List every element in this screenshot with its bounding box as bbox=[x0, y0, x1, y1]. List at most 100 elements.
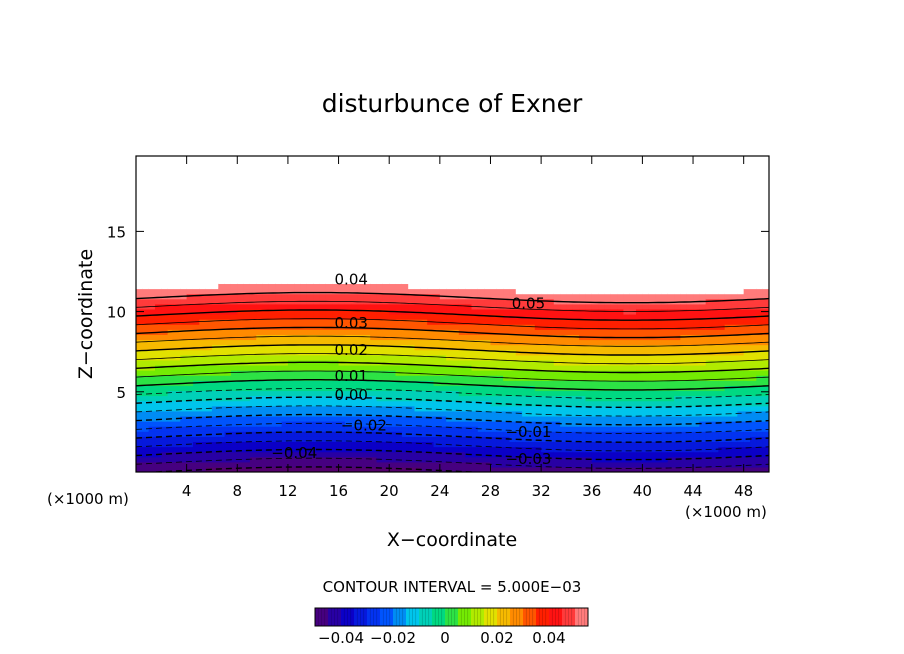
field-cell bbox=[642, 344, 650, 351]
field-cell bbox=[313, 308, 321, 315]
field-cell bbox=[148, 227, 156, 234]
field-cell bbox=[617, 461, 625, 468]
field-cell bbox=[566, 222, 574, 228]
field-cell bbox=[610, 212, 618, 218]
field-cell bbox=[325, 247, 333, 254]
field-cell bbox=[446, 232, 454, 239]
field-cell bbox=[623, 339, 631, 346]
field-cell bbox=[319, 329, 327, 335]
field-cell bbox=[161, 400, 169, 407]
field-cell bbox=[572, 161, 580, 167]
field-cell bbox=[401, 461, 409, 468]
field-cell bbox=[351, 334, 359, 341]
field-cell bbox=[484, 334, 492, 341]
field-cell bbox=[395, 446, 403, 453]
field-cell bbox=[211, 410, 219, 417]
field-cell bbox=[142, 206, 150, 213]
field-cell bbox=[218, 405, 226, 412]
field-cell bbox=[281, 385, 289, 392]
field-cell bbox=[389, 339, 397, 346]
field-cell bbox=[192, 426, 200, 432]
field-cell bbox=[446, 461, 454, 468]
field-cell bbox=[585, 451, 593, 458]
field-cell bbox=[496, 354, 504, 361]
field-cell bbox=[154, 263, 162, 269]
field-cell bbox=[230, 227, 238, 234]
field-cell bbox=[528, 242, 536, 249]
field-cell bbox=[541, 319, 549, 325]
field-cell bbox=[484, 441, 492, 448]
field-cell bbox=[636, 359, 643, 366]
field-cell bbox=[136, 273, 143, 279]
field-cell bbox=[541, 191, 549, 198]
field-cell bbox=[287, 171, 295, 177]
field-cell bbox=[268, 263, 276, 269]
field-cell bbox=[338, 227, 346, 234]
field-cell bbox=[528, 415, 536, 422]
field-cell bbox=[401, 314, 409, 320]
field-cell bbox=[408, 217, 416, 223]
field-cell bbox=[325, 375, 333, 381]
field-cell bbox=[617, 268, 625, 274]
field-cell bbox=[376, 380, 384, 386]
field-cell bbox=[249, 319, 257, 325]
field-cell bbox=[623, 293, 631, 300]
field-cell bbox=[395, 201, 403, 208]
field-cell bbox=[439, 441, 447, 448]
field-cell bbox=[325, 217, 333, 223]
field-cell bbox=[427, 232, 435, 239]
field-cell bbox=[211, 400, 219, 407]
field-cell bbox=[591, 161, 599, 167]
field-cell bbox=[420, 196, 428, 203]
field-cell bbox=[370, 171, 378, 177]
field-cell bbox=[471, 375, 479, 381]
field-cell bbox=[579, 237, 587, 244]
field-cell bbox=[262, 314, 270, 320]
field-cell bbox=[395, 191, 403, 198]
field-cell bbox=[439, 237, 447, 244]
field-cell bbox=[452, 278, 460, 285]
field-cell bbox=[465, 232, 473, 239]
field-cell bbox=[420, 156, 428, 162]
field-cell bbox=[281, 217, 289, 223]
field-cell bbox=[471, 451, 479, 458]
field-cell bbox=[484, 395, 492, 402]
field-cell bbox=[338, 426, 346, 432]
field-cell bbox=[294, 242, 302, 249]
field-cell bbox=[515, 212, 523, 218]
field-cell bbox=[218, 390, 226, 397]
field-cell bbox=[256, 446, 264, 453]
field-cell bbox=[268, 415, 276, 422]
field-cell bbox=[623, 349, 631, 356]
field-cell bbox=[161, 314, 169, 320]
field-cell bbox=[376, 263, 384, 269]
field-cell bbox=[560, 222, 568, 228]
field-cell bbox=[509, 441, 517, 448]
field-cell bbox=[598, 252, 606, 259]
field-cell bbox=[496, 431, 504, 437]
field-cell bbox=[642, 375, 650, 381]
field-cell bbox=[515, 370, 523, 376]
field-cell bbox=[585, 273, 593, 279]
field-cell bbox=[230, 232, 238, 239]
field-cell bbox=[566, 166, 574, 172]
field-cell bbox=[541, 217, 549, 223]
field-cell bbox=[484, 359, 492, 366]
field-cell bbox=[579, 329, 587, 335]
field-cell bbox=[205, 161, 213, 167]
field-cell bbox=[154, 395, 162, 402]
field-cell bbox=[382, 441, 390, 448]
field-cell bbox=[446, 390, 454, 397]
field-cell bbox=[572, 426, 580, 432]
field-cell bbox=[560, 400, 568, 407]
field-cell bbox=[136, 415, 143, 422]
field-cell bbox=[199, 370, 207, 376]
field-cell bbox=[370, 441, 378, 448]
field-cell bbox=[192, 288, 200, 295]
field-cell bbox=[224, 283, 232, 290]
field-cell bbox=[268, 385, 276, 392]
field-cell bbox=[205, 237, 213, 244]
field-cell bbox=[408, 206, 416, 213]
field-cell bbox=[433, 201, 441, 208]
field-cell bbox=[294, 344, 302, 351]
